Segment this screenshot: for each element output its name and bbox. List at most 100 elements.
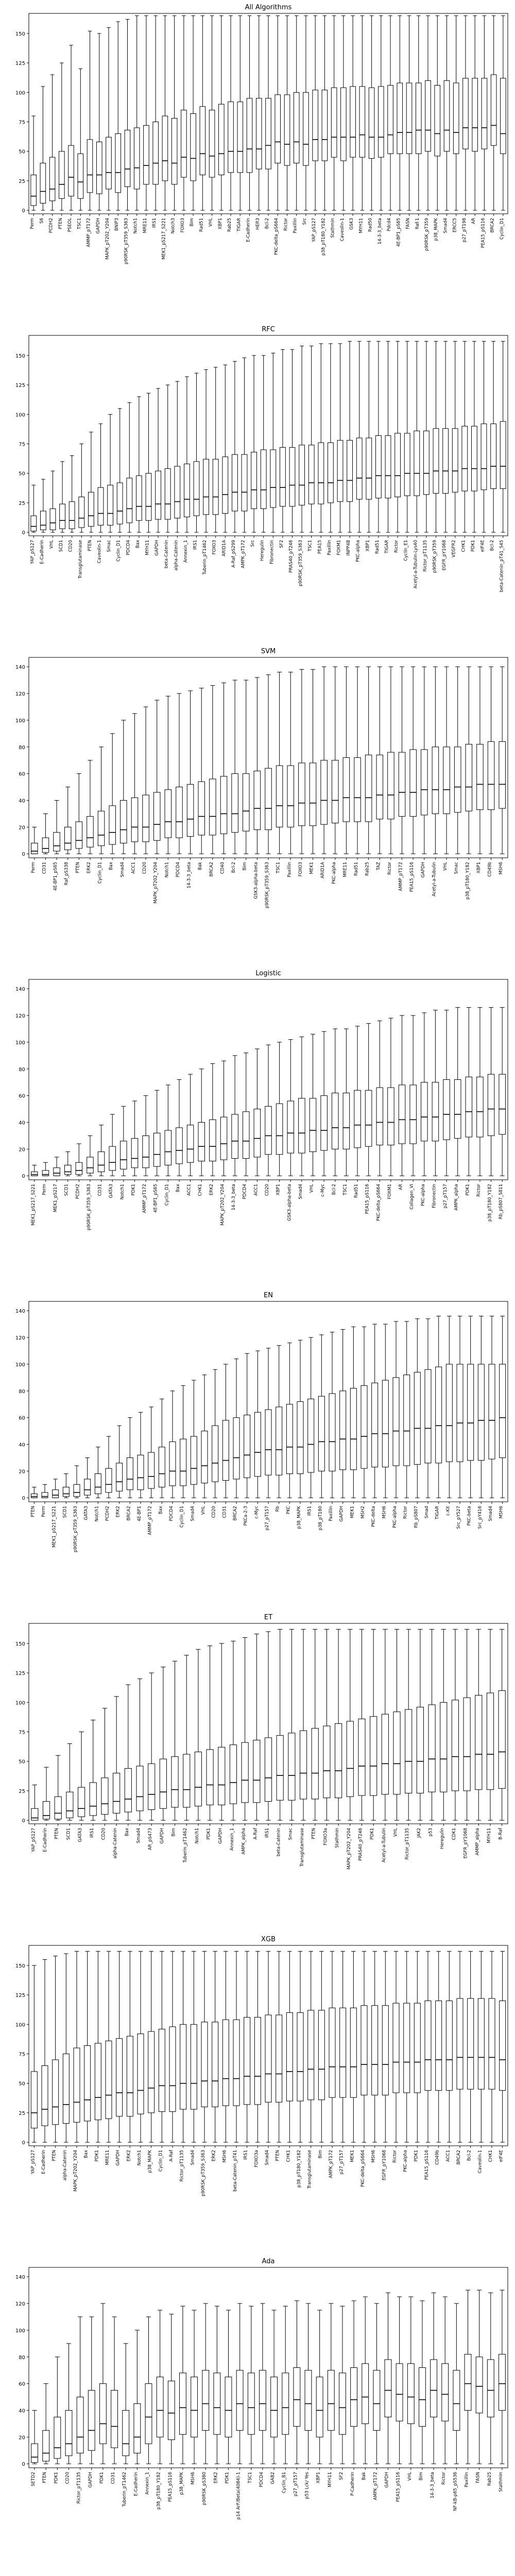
chart-panel-1: RFC 0 25 50 75 100 125 150 YAP_pS127 E-Cadherin VH… — [15, 326, 508, 592]
iqr-box — [84, 1479, 91, 1496]
x-tick-label: Cyclin_D1 — [116, 540, 122, 562]
x-tick-label: Paxillin — [329, 1506, 334, 1521]
box-40: B-Raf — [498, 1629, 506, 1840]
box-38: Rictor — [394, 341, 401, 553]
iqr-box — [287, 1100, 295, 1154]
box-49: beta-Catenin_pT41_S45 — [500, 341, 506, 592]
box-16: GAPDH — [218, 1643, 226, 1843]
iqr-box — [304, 2370, 312, 2431]
box-31: PKC-delta_pS664 — [360, 1951, 368, 2187]
box-11: p38_MAPK — [148, 1951, 155, 2173]
box-10: CD20 — [142, 706, 149, 874]
iqr-box — [276, 1103, 283, 1155]
box-33: VHL — [407, 2296, 415, 2481]
y-tick-label: 75 — [19, 1730, 25, 1736]
iqr-box — [251, 452, 257, 509]
box-20: IRS1 — [244, 1951, 251, 2160]
x-tick-label: AR — [471, 218, 476, 224]
iqr-box — [416, 1706, 424, 1794]
iqr-box — [316, 2377, 323, 2437]
x-tick-label: p90RSK_pT359 — [424, 218, 430, 251]
x-tick-label: YAP_pS127 — [30, 540, 35, 565]
iqr-box — [109, 1146, 116, 1171]
x-tick-label: JAK2 — [417, 1828, 422, 1838]
box-22: TIGAR — [236, 15, 244, 232]
x-tick-label: PTEN — [75, 862, 80, 873]
box-5: Bax — [84, 1951, 91, 2158]
box-30: MEK1 — [350, 1951, 357, 2162]
x-tick-label: Fibronectin — [432, 1184, 437, 1208]
x-tick-label: 14-3-3_beta — [187, 862, 192, 888]
iqr-box — [307, 1398, 315, 1473]
iqr-box — [299, 445, 305, 506]
x-tick-label: Notch1 — [120, 1184, 125, 1199]
box-32: MSH6 — [371, 1951, 379, 2163]
iqr-box — [475, 2357, 483, 2414]
box-38: Smac — [454, 666, 461, 874]
x-tick-label: p38_MAPK — [179, 2472, 184, 2495]
x-tick-label: A-Raf — [169, 2149, 174, 2162]
x-tick-label: TSC1 — [342, 1184, 348, 1196]
iqr-box — [176, 1127, 183, 1164]
x-tick-label: p53 Lck/ Yes — [305, 2471, 310, 2499]
x-tick-label: AR_pS473 — [148, 1828, 153, 1850]
iqr-box — [164, 1130, 172, 1165]
iqr-box — [181, 110, 187, 178]
x-tick-label: 4E-BP1 — [137, 1506, 142, 1521]
iqr-box — [180, 2024, 187, 2110]
iqr-box — [145, 473, 152, 521]
iqr-box — [398, 752, 406, 817]
x-tick-label: Cyclin_D1 — [164, 1184, 169, 1206]
iqr-box — [142, 794, 149, 842]
iqr-box — [136, 1766, 144, 1811]
box-5: IRS1 — [89, 1720, 97, 1838]
chart-panel-0: All Algorithms 0 25 50 75 100 125 150 Perm S6 PCDH… — [15, 4, 508, 264]
x-tick-label: TSC1 — [248, 2472, 253, 2484]
x-tick-label: ACC1 — [253, 1184, 259, 1196]
x-tick-label: Tuberin_pT1462 — [183, 1828, 188, 1863]
x-tick-label: PDK1 — [370, 1828, 375, 1840]
iqr-box — [462, 78, 469, 149]
box-7: MRE11 — [105, 1951, 112, 2165]
box-9: ERK2 — [126, 1951, 133, 2161]
iqr-box — [54, 2416, 61, 2459]
box-23: Paxillin — [287, 672, 295, 877]
box-26: c-Myc — [320, 1031, 328, 1197]
iqr-box — [231, 773, 238, 833]
iqr-box — [293, 2367, 301, 2427]
x-tick-label: Tuberin_pT1462 — [122, 2472, 127, 2507]
iqr-box — [190, 113, 196, 181]
iqr-box — [488, 1998, 495, 2090]
x-tick-label: Rictor — [392, 2149, 398, 2162]
iqr-box — [297, 1401, 304, 1475]
x-tick-label: Rictor — [387, 861, 392, 874]
box-9: Cyclin_D1 — [116, 408, 123, 562]
iqr-box — [464, 2354, 472, 2411]
iqr-box — [354, 757, 361, 822]
box-0: SETD2 — [31, 2410, 38, 2486]
iqr-box — [280, 447, 286, 507]
iqr-box — [62, 1486, 70, 1497]
iqr-box — [403, 1375, 410, 1466]
x-tick-label: Smad4 — [190, 1506, 195, 1521]
iqr-box — [451, 1700, 459, 1791]
iqr-box — [73, 1484, 80, 1497]
iqr-box — [137, 1454, 144, 1490]
iqr-box — [126, 2036, 133, 2117]
x-tick-label: Smad4 — [136, 1828, 141, 1843]
iqr-box — [244, 2017, 251, 2105]
y-tick-label: 0 — [22, 1496, 25, 1501]
iqr-box — [126, 1457, 133, 1490]
box-27: SF2 — [339, 2306, 346, 2480]
box-20: GSK3-alpha-beta — [253, 677, 261, 899]
iqr-box — [342, 757, 350, 822]
iqr-box — [274, 94, 281, 164]
box-9: PDK1 — [131, 1100, 139, 1196]
box-29: GAPDH — [339, 1329, 347, 1521]
box-0: MEK1_pS217_S221 — [31, 1164, 38, 1226]
iqr-box — [309, 1098, 317, 1153]
x-tick-label: PTEN — [88, 540, 93, 551]
x-tick-label: YAP_pS127 — [312, 218, 317, 243]
x-tick-label: PDK1 — [54, 2472, 59, 2484]
iqr-box — [87, 1157, 94, 1174]
